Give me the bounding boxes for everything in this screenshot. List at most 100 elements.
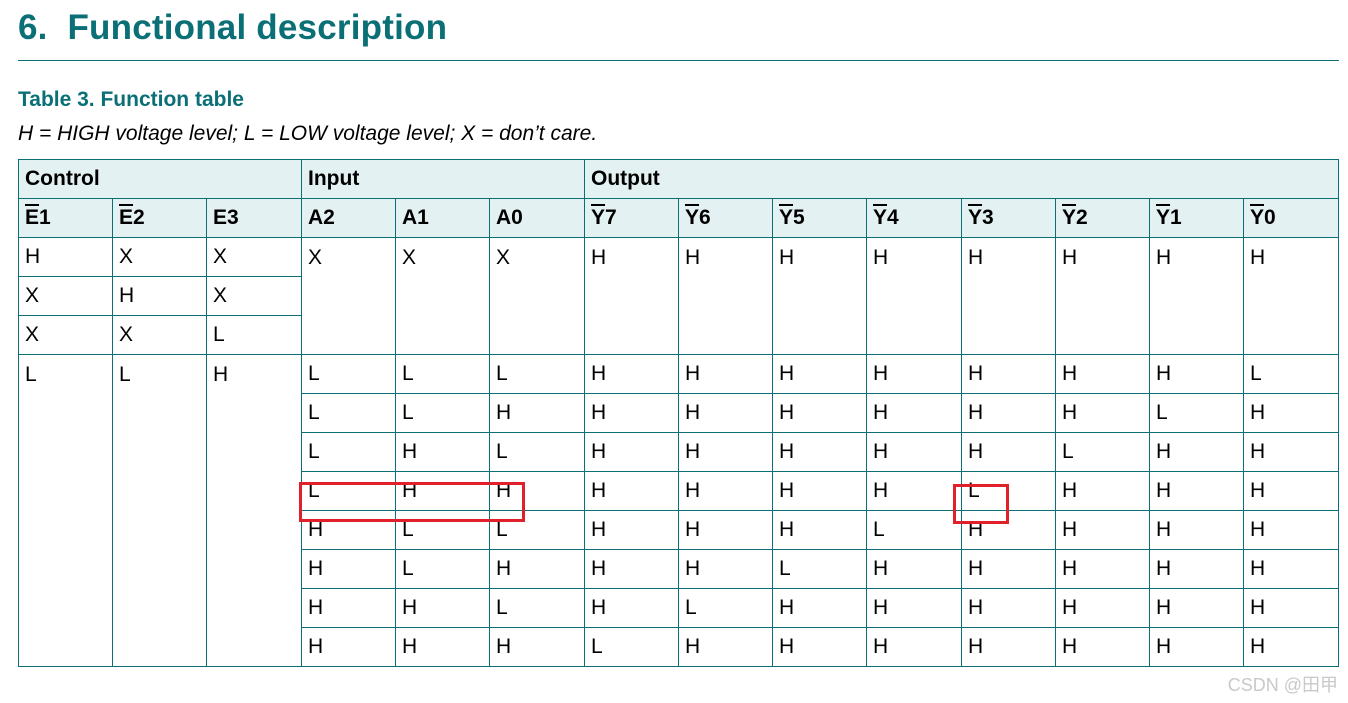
cell-a2: L (301, 354, 396, 394)
cell-y2: H (1055, 549, 1150, 589)
table-row: L L H H H H H H H L H (19, 393, 1340, 433)
cell-y2: H (1055, 627, 1150, 667)
cell-y4: H (866, 549, 962, 589)
cell-y2: H (1055, 237, 1150, 355)
cell-y4: H (866, 354, 962, 394)
watermark: CSDN @田甲 (1227, 675, 1338, 695)
cell-a2: L (301, 471, 396, 511)
cell-y7: H (584, 549, 679, 589)
cell-a1: L (395, 510, 490, 550)
table-caption: Table 3. Function table (18, 88, 244, 111)
cell-e3: H (206, 354, 302, 667)
cell-y5: H (772, 588, 867, 628)
cell-y1: H (1149, 471, 1244, 511)
cell-a2: H (301, 627, 396, 667)
section-divider (18, 60, 1339, 61)
cell-y4: H (866, 588, 962, 628)
cell-y2: H (1055, 393, 1150, 433)
cell-y3: H (961, 510, 1056, 550)
column-header-row: E1 E2 E3 A2 A1 A0 Y7 Y6 Y5 Y4 Y3 Y2 Y1 Y… (18, 198, 1340, 238)
cell-e1: H (18, 237, 113, 277)
cell-y6: H (678, 393, 773, 433)
cell-a1: L (395, 354, 490, 394)
cell-e2: L (112, 354, 207, 667)
cell-a0: H (489, 471, 585, 511)
cell-y3: H (961, 354, 1056, 394)
header-y4: Y4 (866, 198, 962, 238)
cell-e3: L (206, 315, 302, 355)
cell-y3: H (961, 588, 1056, 628)
cell-y6: H (678, 471, 773, 511)
cell-y0: H (1242, 627, 1340, 667)
header-a2: A2 (301, 198, 396, 238)
section-title-text: Functional description (67, 8, 448, 47)
cell-y0: H (1242, 549, 1340, 589)
cell-e3: X (206, 237, 302, 277)
cell-a2: X (301, 237, 396, 355)
cell-a0: L (489, 588, 585, 628)
cell-y5: H (772, 393, 867, 433)
cell-y7: H (584, 588, 679, 628)
cell-y1: H (1149, 354, 1244, 394)
cell-y0: L (1242, 354, 1340, 394)
cell-y3: H (961, 627, 1056, 667)
section-number: 6. (18, 8, 48, 47)
cell-a0: H (489, 393, 585, 433)
cell-a0: L (489, 510, 585, 550)
cell-y4: L (866, 510, 962, 550)
cell-y2: L (1055, 432, 1150, 472)
cell-y4: H (866, 393, 962, 433)
cell-e2: X (112, 315, 207, 355)
cell-y1: H (1149, 237, 1244, 355)
table-row: H H H L H H H H H H H (19, 627, 1340, 667)
cell-y4: H (866, 627, 962, 667)
table-row: H L L H H H L H H H H (19, 510, 1340, 550)
cell-a2: L (301, 393, 396, 433)
header-y2: Y2 (1055, 198, 1150, 238)
cell-y3: H (961, 237, 1056, 355)
cell-y0: H (1242, 237, 1340, 355)
table-row: H X X X X X H H H H H H H H (18, 237, 1340, 355)
cell-y5: H (772, 627, 867, 667)
header-y0: Y0 (1242, 198, 1340, 238)
cell-a1: H (395, 588, 490, 628)
cell-y0: H (1242, 510, 1340, 550)
cell-y5: H (772, 432, 867, 472)
cell-y1: L (1149, 393, 1244, 433)
cell-y3: H (961, 432, 1056, 472)
cell-e2: H (112, 276, 207, 316)
cell-a0: L (489, 432, 585, 472)
cell-y1: H (1149, 510, 1244, 550)
cell-y7: H (584, 354, 679, 394)
cell-e3: X (206, 276, 302, 316)
cell-a0: L (489, 354, 585, 394)
cell-y6: H (678, 354, 773, 394)
header-e1: E1 (18, 198, 113, 238)
cell-y4: H (866, 432, 962, 472)
cell-y7: H (584, 432, 679, 472)
cell-y7: L (584, 627, 679, 667)
function-table: Control Input Output E1 E2 E3 A2 A1 A0 Y… (18, 159, 1340, 667)
header-y3: Y3 (961, 198, 1056, 238)
cell-y4: H (866, 471, 962, 511)
table-row: L H L H H H H H L H H (19, 432, 1340, 472)
cell-y6: H (678, 510, 773, 550)
cell-y7: H (584, 471, 679, 511)
group-output: Output (583, 159, 1340, 199)
cell-a1: X (395, 237, 490, 355)
cell-y6: H (678, 549, 773, 589)
group-input: Input (301, 159, 585, 199)
header-a1: A1 (395, 198, 490, 238)
table-row: H H L H L H H H H H H (19, 588, 1340, 628)
cell-y6: H (678, 627, 773, 667)
cell-e2: X (112, 237, 207, 277)
cell-y1: H (1149, 549, 1244, 589)
cell-y1: H (1149, 432, 1244, 472)
cell-y7: H (584, 393, 679, 433)
cell-y6: H (678, 432, 773, 472)
cell-y6: L (678, 588, 773, 628)
cell-e1: X (18, 276, 113, 316)
cell-y3: H (961, 393, 1056, 433)
cell-e1: X (18, 315, 113, 355)
group-header-row: Control Input Output (18, 159, 1340, 199)
